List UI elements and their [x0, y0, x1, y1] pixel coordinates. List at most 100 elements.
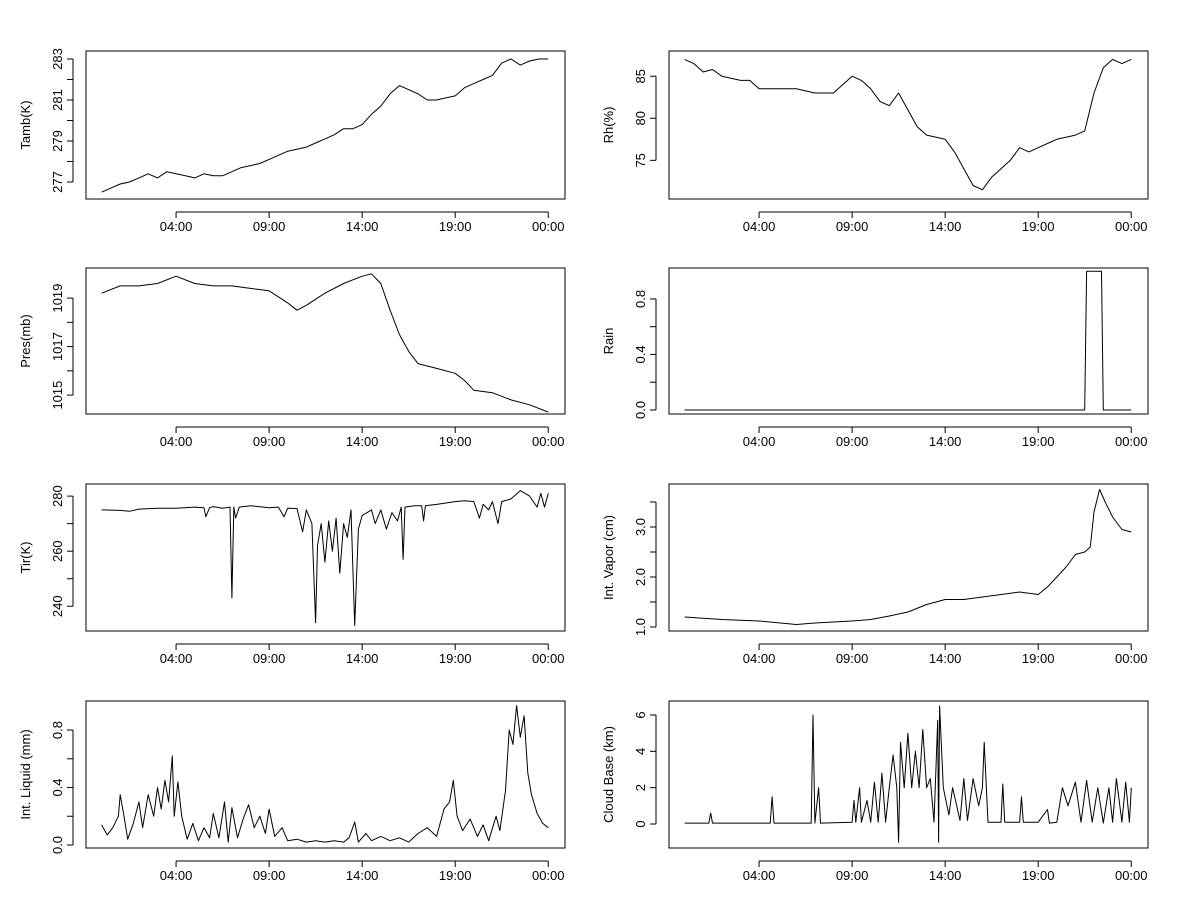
- y-tick-label: 1015: [50, 381, 65, 410]
- x-tick-label: 04:00: [743, 868, 776, 883]
- x-tick-label: 04:00: [743, 434, 776, 449]
- x-tick-label: 14:00: [929, 868, 962, 883]
- panel-cloud-base-km: 04:00 09:00 14:00 19:00 00:00 0 2 4 6 Cloud Base …: [601, 700, 1149, 883]
- y-tick-label: 0.4: [50, 778, 65, 796]
- y-tick-label: 277: [50, 171, 65, 193]
- panel-tamb-k: 04:00 09:00 14:00 19:00 00:00 277 279 281 283 Tam…: [18, 48, 566, 234]
- x-tick-label: 00:00: [1115, 651, 1148, 666]
- y-axis-label: Pres(mb): [18, 314, 33, 367]
- y-tick-label: 279: [50, 130, 65, 152]
- y-tick-label: 2.0: [633, 568, 648, 586]
- y-tick-label: 0.0: [50, 836, 65, 854]
- series-line-tamb-k: [101, 58, 549, 193]
- x-tick-label: 09:00: [836, 868, 869, 883]
- plot-frame: [85, 483, 566, 632]
- x-tick-label: 19:00: [1022, 651, 1055, 666]
- y-tick-label: 1.0: [633, 618, 648, 636]
- x-axis: 04:00 09:00 14:00 19:00 00:00: [160, 860, 565, 883]
- y-axis-label: Rh(%): [601, 107, 616, 144]
- plot-frame: [668, 267, 1149, 415]
- x-tick-label: 04:00: [160, 219, 193, 234]
- plot-frame: [668, 50, 1149, 200]
- x-tick-label: 14:00: [346, 434, 379, 449]
- y-tick-label: 80: [633, 111, 648, 125]
- y-tick-label: 75: [633, 153, 648, 167]
- plot-frame: [85, 50, 566, 200]
- y-axis-label: Rain: [601, 328, 616, 355]
- y-axis-label: Int. Liquid (mm): [18, 729, 33, 819]
- x-tick-label: 14:00: [929, 434, 962, 449]
- x-tick-label: 00:00: [1115, 219, 1148, 234]
- x-tick-label: 14:00: [346, 868, 379, 883]
- x-tick-label: 19:00: [439, 651, 472, 666]
- x-axis: 04:00 09:00 14:00 19:00 00:00: [743, 860, 1148, 883]
- series-line-tir-k: [101, 490, 549, 626]
- y-tick-label: 1019: [50, 284, 65, 313]
- x-axis: 04:00 09:00 14:00 19:00 00:00: [160, 643, 565, 666]
- y-tick-label: 0.8: [50, 721, 65, 739]
- x-tick-label: 09:00: [253, 434, 286, 449]
- series-line-pres-mb: [101, 273, 549, 413]
- series-line-cloud-base-km: [684, 705, 1132, 843]
- x-tick-label: 04:00: [160, 434, 193, 449]
- x-tick-label: 00:00: [532, 219, 565, 234]
- y-tick-label: 6: [633, 711, 648, 718]
- x-tick-label: 04:00: [743, 219, 776, 234]
- x-tick-label: 04:00: [160, 651, 193, 666]
- x-tick-label: 09:00: [836, 434, 869, 449]
- x-tick-label: 04:00: [743, 651, 776, 666]
- x-tick-label: 09:00: [836, 219, 869, 234]
- y-tick-label: 283: [50, 48, 65, 70]
- y-tick-label: 260: [50, 540, 65, 562]
- plot-frame: [668, 483, 1149, 632]
- x-tick-label: 19:00: [1022, 434, 1055, 449]
- y-tick-label: 280: [50, 485, 65, 507]
- x-tick-label: 00:00: [1115, 868, 1148, 883]
- y-axis-label: Int. Vapor (cm): [601, 515, 616, 600]
- x-tick-label: 19:00: [1022, 868, 1055, 883]
- y-tick-label: 0.4: [633, 345, 648, 363]
- y-axis: 1.0 2.0 3.0: [633, 501, 657, 636]
- x-tick-label: 09:00: [253, 651, 286, 666]
- y-axis: 277 279 281 283: [50, 48, 74, 193]
- y-tick-label: 240: [50, 595, 65, 617]
- y-tick-label: 3.0: [633, 518, 648, 536]
- x-tick-label: 14:00: [929, 219, 962, 234]
- y-axis-label: Tamb(K): [18, 100, 33, 149]
- y-tick-label: 2: [633, 784, 648, 791]
- y-axis-label: Cloud Base (km): [601, 726, 616, 823]
- x-tick-label: 19:00: [439, 219, 472, 234]
- series-line-int-vapor-cm: [684, 489, 1132, 625]
- plot-frame: [85, 267, 566, 415]
- x-tick-label: 19:00: [1022, 219, 1055, 234]
- y-tick-label: 0: [633, 820, 648, 827]
- x-tick-label: 04:00: [160, 868, 193, 883]
- x-tick-label: 14:00: [346, 219, 379, 234]
- x-tick-label: 09:00: [253, 868, 286, 883]
- x-axis: 04:00 09:00 14:00 19:00 00:00: [160, 211, 565, 234]
- panel-rh: 04:00 09:00 14:00 19:00 00:00 75 80 85 Rh(%): [601, 50, 1149, 234]
- x-tick-label: 00:00: [532, 434, 565, 449]
- panel-tir-k: 04:00 09:00 14:00 19:00 00:00 240 260 280 Tir(K): [18, 483, 566, 666]
- y-axis: 1015 1017 1019: [50, 284, 74, 410]
- y-axis-label: Tir(K): [18, 541, 33, 573]
- x-tick-label: 14:00: [346, 651, 379, 666]
- y-axis: 0.0 0.4 0.8: [633, 290, 657, 419]
- x-tick-label: 14:00: [929, 651, 962, 666]
- panel-int-liquid-mm: 04:00 09:00 14:00 19:00 00:00 0.0 0.4 0.8 Int. L…: [18, 700, 566, 883]
- y-tick-label: 0.0: [633, 401, 648, 419]
- x-tick-label: 09:00: [836, 651, 869, 666]
- y-tick-label: 85: [633, 69, 648, 83]
- x-tick-label: 00:00: [532, 651, 565, 666]
- x-axis: 04:00 09:00 14:00 19:00 00:00: [160, 426, 565, 449]
- x-tick-label: 09:00: [253, 219, 286, 234]
- y-axis: 0.0 0.4 0.8: [50, 721, 74, 854]
- series-line-rain: [684, 270, 1132, 411]
- plot-frame: [85, 700, 566, 849]
- series-line-int-liquid-mm: [101, 705, 549, 843]
- y-axis: 240 260 280: [50, 485, 74, 617]
- x-tick-label: 00:00: [532, 868, 565, 883]
- y-tick-label: 281: [50, 89, 65, 111]
- panel-rain: 04:00 09:00 14:00 19:00 00:00 0.0 0.4 0.8 Rain: [601, 267, 1149, 449]
